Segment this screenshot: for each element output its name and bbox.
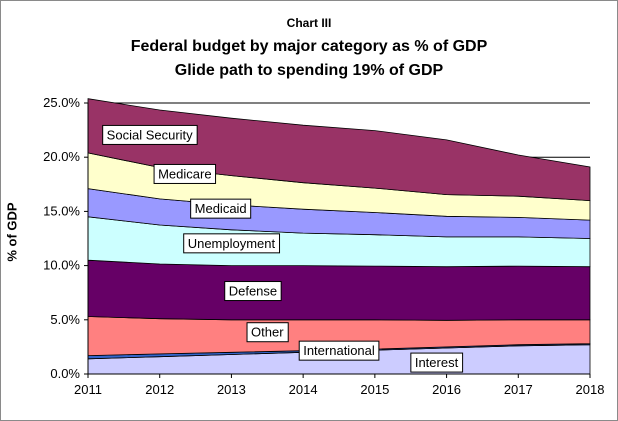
x-tick-label: 2017 xyxy=(504,382,533,397)
series-label-medicare: Medicare xyxy=(153,163,217,184)
x-tick-label: 2018 xyxy=(576,382,605,397)
chart-title: Federal budget by major category as % of… xyxy=(130,38,488,55)
series-label-text: Interest xyxy=(415,355,459,370)
x-tick-label: 2012 xyxy=(145,382,174,397)
series-label-medicaid: Medicaid xyxy=(190,198,252,219)
y-tick-label: 10.0% xyxy=(43,258,80,273)
series-label-text: Medicaid xyxy=(195,201,247,216)
chart-subtitle: Glide path to spending 19% of GDP xyxy=(174,62,444,79)
series-label-box xyxy=(153,163,217,184)
chart-label: Chart III xyxy=(286,16,332,30)
series-label-interest: Interest xyxy=(410,352,464,373)
series-label-box xyxy=(246,322,289,343)
y-tick-label: 0.0% xyxy=(50,366,80,381)
series-label-text: Defense xyxy=(229,284,277,299)
series-label-unemployment: Unemployment xyxy=(183,233,281,254)
x-tick-label: 2016 xyxy=(432,382,461,397)
series-label-text: International xyxy=(303,343,375,358)
series-label-box xyxy=(190,198,252,219)
y-tick-label: 15.0% xyxy=(43,203,80,218)
series-label-box xyxy=(183,233,281,254)
y-tick-label: 25.0% xyxy=(43,95,80,110)
series-label-international: International xyxy=(298,340,380,361)
x-tick-label: 2014 xyxy=(289,382,318,397)
series-label-box xyxy=(102,124,198,145)
x-tick-label: 2015 xyxy=(360,382,389,397)
series-label-social-security: Social Security xyxy=(102,124,198,145)
series-label-box xyxy=(298,340,380,361)
series-label-defense: Defense xyxy=(224,281,282,302)
series-label-text: Unemployment xyxy=(188,236,276,251)
y-tick-label: 20.0% xyxy=(43,149,80,164)
y-tick-label: 5.0% xyxy=(50,312,80,327)
series-label-box xyxy=(224,281,282,302)
x-tick-label: 2011 xyxy=(74,382,102,397)
series-label-text: Social Security xyxy=(107,127,193,142)
series-label-other: Other xyxy=(246,322,289,343)
series-label-box xyxy=(410,352,464,373)
area-defense xyxy=(87,259,591,321)
x-tick-label: 2013 xyxy=(217,382,246,397)
series-label-text: Other xyxy=(251,325,284,340)
series-label-text: Medicare xyxy=(158,166,211,181)
